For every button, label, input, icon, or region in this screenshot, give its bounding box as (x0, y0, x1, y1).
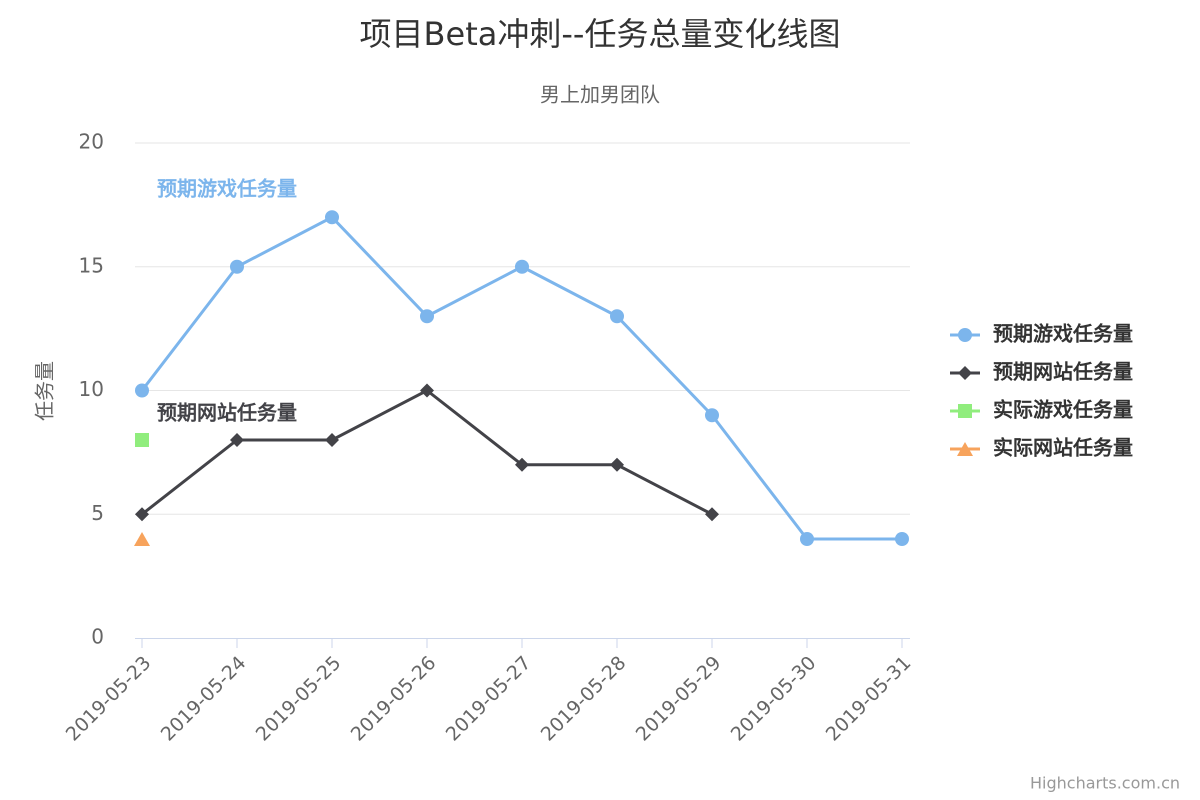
x-tick-label: 2019-05-28 (537, 652, 631, 746)
legend-item[interactable]: 实际游戏任务量 (950, 398, 1133, 422)
x-tick-label: 2019-05-26 (347, 652, 441, 746)
x-tick-label: 2019-05-23 (62, 652, 156, 746)
series-label: 预期游戏任务量 (157, 177, 297, 201)
x-tick-label: 2019-05-31 (822, 652, 916, 746)
legend-label: 预期游戏任务量 (993, 322, 1133, 346)
point (610, 457, 624, 472)
point (325, 210, 339, 225)
series-label: 预期网站任务量 (157, 401, 297, 425)
legend-symbol (958, 366, 972, 380)
y-tick-label: 10 (79, 377, 104, 401)
point (134, 532, 150, 546)
point (610, 309, 624, 324)
point (325, 433, 339, 447)
x-tick-label: 2019-05-24 (157, 652, 251, 746)
legend-label: 实际游戏任务量 (993, 398, 1133, 422)
y-axis-title: 任务量 (33, 361, 57, 421)
legend-label: 预期网站任务量 (993, 360, 1133, 384)
point (515, 457, 529, 472)
point (895, 532, 909, 546)
x-tick-label: 2019-05-25 (252, 652, 346, 746)
point (230, 433, 244, 447)
x-tick-label: 2019-05-27 (442, 652, 536, 746)
point (230, 259, 244, 274)
point (420, 383, 434, 398)
legend-item[interactable]: 实际网站任务量 (950, 436, 1133, 460)
point (135, 383, 149, 398)
legend-item[interactable]: 预期游戏任务量 (950, 322, 1133, 346)
point (705, 408, 719, 423)
point (420, 309, 434, 324)
legend-label: 实际网站任务量 (993, 436, 1133, 460)
y-tick-label: 5 (91, 501, 104, 525)
legend-symbol (958, 404, 972, 418)
x-tick-label: 2019-05-29 (632, 652, 726, 746)
credits[interactable]: Highcharts.com.cn (1030, 774, 1180, 793)
x-tick-label: 2019-05-30 (727, 652, 821, 746)
point (135, 507, 149, 522)
point (515, 259, 529, 274)
point (135, 433, 149, 447)
chart-title: 项目Beta冲刺--任务总量变化线图 (360, 15, 841, 53)
y-tick-label: 0 (91, 625, 104, 649)
point (800, 532, 814, 546)
y-tick-label: 15 (79, 253, 104, 277)
chart-subtitle: 男上加男团队 (540, 83, 660, 107)
y-tick-label: 20 (79, 130, 104, 154)
point (705, 507, 719, 522)
legend-item[interactable]: 预期网站任务量 (950, 360, 1133, 384)
legend-symbol (958, 328, 972, 342)
legend-symbol (957, 442, 973, 456)
